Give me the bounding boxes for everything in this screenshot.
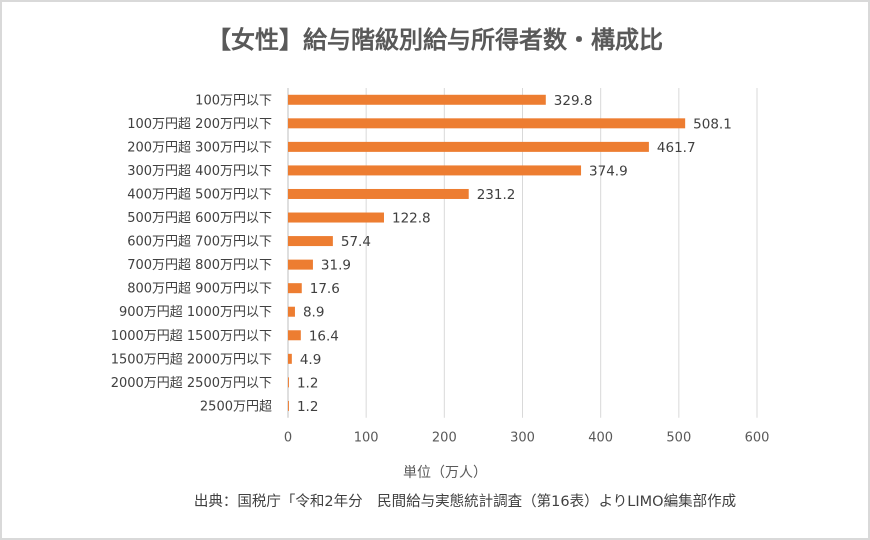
bar [288,118,686,129]
category-label: 400万円超 500万円以下 [127,187,272,202]
category-label: 2000万円超 2500万円以下 [111,376,272,391]
bar [288,306,295,317]
x-tick-label: 500 [666,431,691,446]
x-axis-label: 単位（万人） [403,465,487,481]
bar [288,94,546,105]
bar [288,259,313,270]
data-label: 1.2 [297,375,318,391]
data-label: 508.1 [693,116,732,132]
category-label: 500万円超 600万円以下 [127,211,272,226]
source-note: 出典：国税庁「令和2年分 民間給与実態統計調査（第16表）よりLIMO編集部作成 [193,494,737,510]
x-tick-label: 600 [745,431,770,446]
category-label: 800万円超 900万円以下 [127,282,272,297]
bar [288,353,292,364]
x-tick-label: 100 [354,431,379,446]
category-label: 900万円超 1000万円以下 [119,305,272,320]
data-label: 374.9 [589,163,628,179]
data-label: 16.4 [309,328,339,344]
data-label: 122.8 [392,211,431,227]
bar [288,141,649,152]
category-label: 1500万円超 2000万円以下 [111,352,272,367]
data-label: 231.2 [477,187,516,203]
data-label: 4.9 [300,352,321,368]
x-tick-label: 200 [432,431,457,446]
bar [288,212,384,223]
category-label: 700万円超 800万円以下 [127,258,272,273]
category-label: 100万円超 200万円以下 [127,117,272,132]
bar [288,165,582,176]
x-tick-label: 300 [510,431,535,446]
bar [288,236,333,247]
data-label: 17.6 [310,281,340,297]
data-label: 329.8 [554,93,593,109]
data-label: 8.9 [303,305,324,321]
bar [288,400,289,411]
chart-title: 【女性】給与階級別給与所得者数・構成比 [207,26,663,54]
bar [288,377,289,388]
data-label: 57.4 [341,234,371,250]
bar [288,188,469,199]
x-tick-label: 0 [284,431,292,446]
x-tick-label: 400 [588,431,613,446]
category-label: 300万円超 400万円以下 [127,164,272,179]
category-label: 200万円超 300万円以下 [127,140,272,155]
data-label: 461.7 [657,140,696,156]
category-label: 600万円超 700万円以下 [127,235,272,250]
category-label: 1000万円超 1500万円以下 [111,329,272,344]
data-label: 1.2 [297,399,318,415]
bar [288,330,301,341]
data-label: 31.9 [321,258,351,274]
category-label: 100万円以下 [195,93,272,108]
bar [288,283,302,294]
category-label: 2500万円超 [200,399,272,414]
